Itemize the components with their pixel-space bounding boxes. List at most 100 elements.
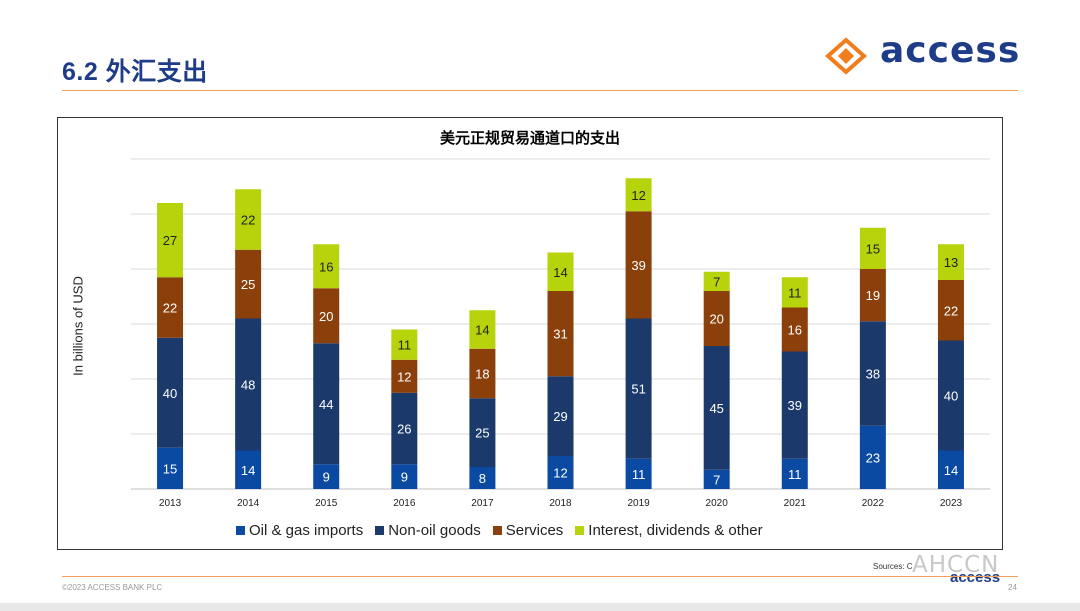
bar-segment — [547, 376, 574, 456]
chart-frame — [57, 117, 1003, 550]
legend-label: Services — [505, 522, 564, 539]
data-label: 48 — [241, 378, 255, 393]
bar-segment — [547, 456, 574, 489]
bar-segment — [937, 340, 964, 451]
sources-note: Sources: C — [873, 562, 913, 571]
footer-logo: access — [950, 569, 1001, 586]
bar-segment — [469, 348, 496, 399]
data-label: 25 — [475, 426, 489, 441]
chart-title: 美元正规贸易通道口的支出 — [439, 130, 620, 147]
bar-segment — [781, 458, 808, 489]
data-label: 40 — [944, 389, 958, 404]
data-label: 11 — [788, 285, 802, 300]
bar-segment — [391, 392, 418, 465]
legend-label: Interest, dividends & other — [588, 522, 763, 539]
bar-segment — [391, 359, 418, 393]
bar-segment — [391, 464, 418, 489]
data-label: 45 — [709, 401, 723, 416]
data-label: 19 — [866, 288, 880, 303]
bar-segment — [235, 249, 262, 319]
bar-segment — [859, 321, 886, 426]
data-label: 12 — [553, 466, 567, 481]
x-tick-label: 2015 — [315, 498, 338, 509]
slide-title: 6.2 外汇支出 — [62, 58, 208, 86]
data-label: 7 — [713, 274, 720, 289]
bar-segment — [157, 447, 184, 489]
data-label: 27 — [163, 233, 177, 248]
bar-segment — [391, 329, 418, 360]
page-number: 24 — [1008, 583, 1017, 592]
bar-segment — [313, 464, 340, 489]
bar-segment — [937, 244, 964, 280]
title-divider — [62, 90, 1018, 91]
bar-segment — [703, 346, 730, 470]
watermark: AHCCN — [912, 552, 1000, 578]
bar-segment — [625, 178, 652, 212]
data-label: 39 — [631, 258, 645, 273]
x-tick-label: 2020 — [706, 498, 729, 509]
bar-segment — [469, 398, 496, 467]
data-label: 16 — [319, 259, 333, 274]
data-label: 51 — [631, 382, 645, 397]
data-label: 13 — [944, 255, 958, 270]
data-label: 31 — [553, 327, 567, 342]
data-label: 14 — [944, 463, 958, 478]
data-label: 44 — [319, 397, 333, 412]
legend-item-services: Services — [492, 522, 564, 539]
data-label: 20 — [709, 312, 723, 327]
bar-segment — [859, 269, 886, 322]
legend-label: Non-oil goods — [388, 522, 481, 539]
data-label: 25 — [241, 277, 255, 292]
data-label: 22 — [241, 213, 255, 228]
logo-text: access — [880, 30, 1021, 71]
legend-item-oil-gas: Oil & gas imports — [236, 522, 363, 539]
x-tick-label: 2018 — [549, 498, 572, 509]
x-tick-label: 2022 — [862, 498, 885, 509]
bar-segment — [781, 277, 808, 308]
legend-swatch — [236, 526, 245, 535]
data-label: 12 — [397, 369, 411, 384]
x-tick-label: 2019 — [627, 498, 650, 509]
bar-segment — [859, 425, 886, 489]
data-label: 7 — [713, 472, 720, 487]
data-label: 11 — [398, 338, 412, 353]
bar-segment — [469, 467, 496, 489]
bar-segment — [703, 271, 730, 291]
bar-segment — [235, 450, 262, 489]
data-label: 26 — [397, 422, 411, 437]
bar-segment — [859, 227, 886, 269]
data-label: 14 — [241, 463, 255, 478]
bar-segment — [625, 318, 652, 459]
bar-segment — [157, 337, 184, 448]
legend-swatch — [575, 526, 585, 535]
chart-legend: Oil & gas imports Non-oil goods Services… — [236, 522, 775, 539]
bar-segment — [547, 252, 574, 291]
bar-segment — [937, 450, 964, 489]
data-label: 22 — [944, 303, 958, 318]
data-label: 11 — [632, 467, 646, 482]
bar-segment — [625, 211, 652, 319]
data-label: 20 — [319, 309, 333, 324]
bar-segment — [157, 277, 184, 338]
data-label: 40 — [163, 386, 177, 401]
bar-segment — [703, 291, 730, 346]
bar-segment — [157, 203, 184, 278]
bar-segment — [781, 307, 808, 352]
x-tick-label: 2023 — [940, 498, 963, 509]
bar-segment — [469, 310, 496, 349]
data-label: 14 — [553, 265, 567, 280]
bar-segment — [235, 189, 262, 250]
data-label: 23 — [866, 450, 880, 465]
x-tick-label: 2021 — [784, 498, 807, 509]
bar-segment — [781, 351, 808, 459]
legend-label: Oil & gas imports — [249, 522, 364, 539]
data-label: 22 — [163, 301, 177, 316]
data-label: 12 — [631, 188, 645, 203]
bottom-band — [0, 603, 1080, 611]
data-label: 9 — [401, 470, 408, 485]
legend-item-interest: Interest, dividends & other — [575, 522, 763, 539]
legend-swatch — [492, 526, 502, 535]
data-label: 11 — [788, 467, 802, 482]
legend-swatch — [375, 526, 385, 535]
data-label: 29 — [553, 409, 567, 424]
